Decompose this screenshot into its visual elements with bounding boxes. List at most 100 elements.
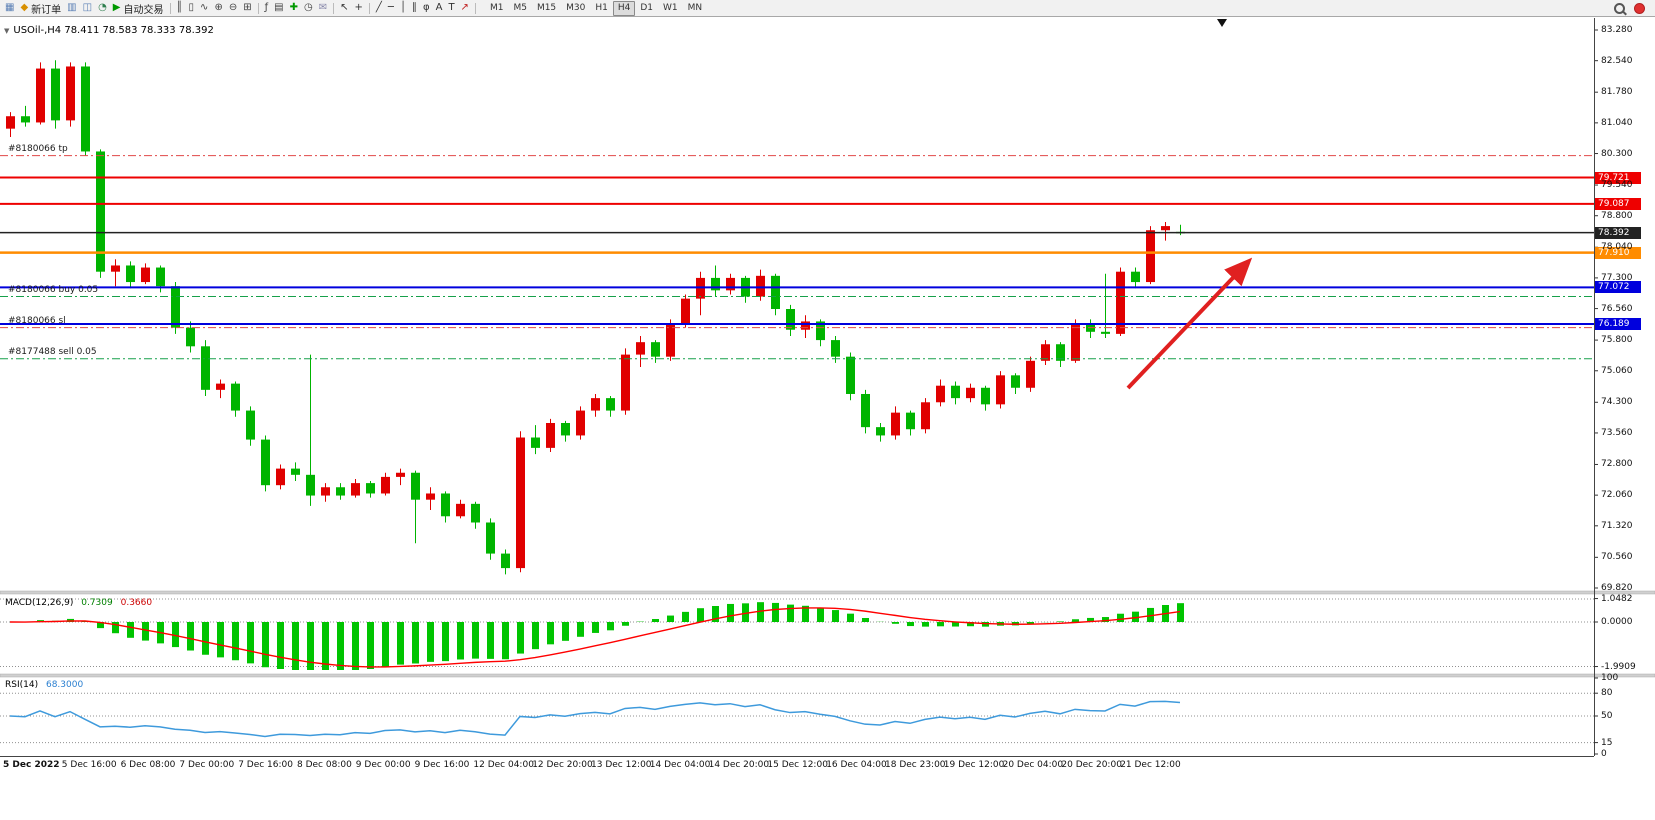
refresh-icon: ◔ <box>98 2 107 13</box>
grid-icon: ⊞ <box>243 2 252 13</box>
toolbar-separator <box>474 2 476 14</box>
templates-icon[interactable]: ▤ <box>271 1 286 16</box>
charts-icon[interactable]: ▥ <box>64 1 79 16</box>
timeframe-button-d1[interactable]: D1 <box>640 2 654 13</box>
new-order-button: ◆ <box>20 2 29 13</box>
candle-body <box>651 342 660 357</box>
profiles-icon[interactable]: ◫ <box>80 1 95 16</box>
candle-body <box>921 402 930 430</box>
candle-body <box>1116 271 1125 334</box>
indicators-icon: ƒ <box>264 2 269 13</box>
timeframe-button-m15[interactable]: M15 <box>536 2 557 13</box>
indicators-icon[interactable]: ƒ <box>262 1 272 16</box>
zoom-in-icon[interactable]: ⊕ <box>211 1 225 16</box>
clock-icon[interactable]: ◷ <box>301 1 316 16</box>
candlestick-chart-icon: ▯ <box>188 2 195 13</box>
auto-trading-button[interactable]: ▶ 自动交易 <box>110 1 167 16</box>
bar-chart-icon: ║ <box>176 2 183 13</box>
candle-body <box>711 277 720 291</box>
search-icon[interactable] <box>1614 2 1625 14</box>
label-icon[interactable]: T <box>445 1 457 16</box>
trendline-icon[interactable]: ╱ <box>373 1 385 16</box>
candle-body <box>1056 344 1065 361</box>
candle-body <box>801 321 810 330</box>
pane-separator[interactable] <box>0 673 1655 678</box>
mail-icon[interactable]: ✉ <box>316 1 330 16</box>
candle-body <box>141 267 150 283</box>
candle-body <box>291 468 300 475</box>
trend-arrow-annotation[interactable] <box>1126 257 1253 390</box>
timeframe-button-h1[interactable]: H1 <box>595 2 608 13</box>
candle-body <box>576 410 585 436</box>
new-order-button-label: 新订单 <box>31 4 62 16</box>
horizontal-line-icon[interactable]: ─ <box>385 1 397 16</box>
auto-trading-button: ▶ <box>112 2 121 13</box>
line-chart-icon[interactable]: ∿ <box>197 1 211 16</box>
candle-body <box>966 387 975 399</box>
grid-icon[interactable]: ⊞ <box>240 1 254 16</box>
candle-body <box>996 375 1005 405</box>
candle-body <box>891 412 900 436</box>
mail-icon: ✉ <box>318 2 328 13</box>
new-order-button[interactable]: ◆ 新订单 <box>17 1 64 16</box>
candle-body <box>546 423 555 448</box>
label-icon: T <box>448 2 455 13</box>
timeframe-button-h4[interactable]: H4 <box>612 0 636 16</box>
add-indicator-icon[interactable]: ✚ <box>287 1 301 16</box>
toolbar-separator <box>257 2 259 14</box>
channel-icon[interactable]: ∥ <box>409 1 420 16</box>
top-marker-icon[interactable] <box>1217 19 1227 27</box>
terminal-icon[interactable]: ▦ <box>2 1 17 16</box>
candle-body <box>1011 375 1020 388</box>
timeframe-button-mn[interactable]: MN <box>687 2 703 13</box>
vertical-line-icon[interactable]: │ <box>397 1 409 16</box>
candle-body <box>1146 230 1155 283</box>
candle-body <box>276 468 285 486</box>
candlestick-chart-icon[interactable]: ▯ <box>186 1 198 16</box>
candle-body <box>411 472 420 500</box>
text-icon[interactable]: A <box>433 1 446 16</box>
candle-body <box>471 503 480 523</box>
candle-body <box>861 393 870 428</box>
candle-body <box>846 356 855 394</box>
bar-chart-icon[interactable]: ║ <box>174 1 186 16</box>
timeframe-button-m5[interactable]: M5 <box>513 2 527 13</box>
pane-separator[interactable] <box>0 590 1655 595</box>
clock-icon: ◷ <box>303 2 313 13</box>
candle-body <box>606 398 615 411</box>
toolbar-separator <box>368 2 370 14</box>
arrow-tool-icon[interactable]: ↗ <box>458 1 472 16</box>
horizontal-line-icon: ─ <box>387 2 394 13</box>
candle-body <box>1131 271 1140 283</box>
toolbar-buttons-group: ▦ ◆ 新订单 ▥ ◫ ◔ ▶ 自动交易 ║ ▯ ∿ ⊕ ⊖ ⊞ ƒ ▤ ✚ ◷ ✉ ↖ + ╱ ─ │ ∥ φ A T ↗ <box>2 1 479 16</box>
crosshair-icon[interactable]: + <box>352 1 366 16</box>
candle-body <box>396 472 405 477</box>
candle-body <box>96 151 105 272</box>
charts-icon: ▥ <box>67 2 77 13</box>
candle-body <box>1161 226 1170 231</box>
zoom-out-icon[interactable]: ⊖ <box>226 1 240 16</box>
candle-body <box>636 342 645 355</box>
cursor-icon[interactable]: ↖ <box>337 1 351 16</box>
zoom-out-icon: ⊖ <box>228 2 238 13</box>
refresh-icon[interactable]: ◔ <box>95 1 110 16</box>
candle-body <box>381 476 390 494</box>
auto-trading-button-label: 自动交易 <box>123 4 164 16</box>
candle-body <box>876 427 885 436</box>
candle-body <box>51 68 60 121</box>
vertical-line-icon: │ <box>399 2 406 13</box>
candle-body <box>981 387 990 405</box>
timeframe-button-m30[interactable]: M30 <box>566 2 586 13</box>
candle-body <box>156 267 165 287</box>
timeframe-button-m1[interactable]: M1 <box>489 2 504 13</box>
notification-badge-icon[interactable] <box>1634 2 1645 14</box>
candle-body <box>486 522 495 554</box>
candle-body <box>516 437 525 569</box>
candle-body <box>1041 344 1050 361</box>
candle-body <box>681 298 690 324</box>
timeframe-button-w1[interactable]: W1 <box>663 2 678 13</box>
candle-body <box>426 493 435 500</box>
candle-body <box>6 116 15 129</box>
fibonacci-icon[interactable]: φ <box>420 1 433 16</box>
trendline-icon: ╱ <box>375 2 382 13</box>
